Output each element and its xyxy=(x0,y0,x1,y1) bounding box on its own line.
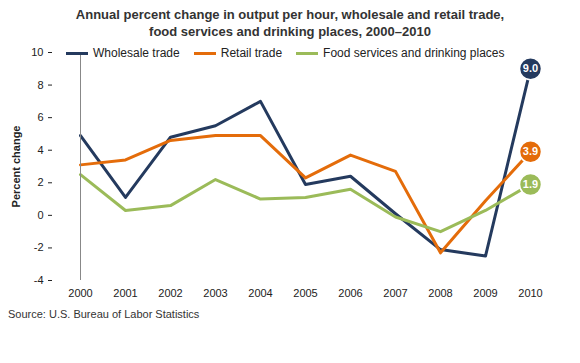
html-text:Source: U.S. Bureau of Labor S: Source: U.S. Bureau of Labor Statistics xyxy=(8,308,200,320)
svg-text:0: 0 xyxy=(37,209,43,221)
html-text:Wholesale trade: Wholesale trade xyxy=(93,46,180,60)
svg-text:2002: 2002 xyxy=(158,287,182,299)
svg-text:3.9: 3.9 xyxy=(523,145,538,157)
html-text:Retail trade: Retail trade xyxy=(220,46,283,60)
svg-text:2005: 2005 xyxy=(293,287,317,299)
svg-text:-4: -4 xyxy=(34,274,44,286)
svg-text:8: 8 xyxy=(37,79,43,91)
html-text:Food services and drinking pla: Food services and drinking places xyxy=(323,46,505,60)
svg-text:2: 2 xyxy=(37,176,43,188)
svg-text:2008: 2008 xyxy=(428,287,452,299)
svg-text:-2: -2 xyxy=(34,241,44,253)
svg-text:Percent change: Percent change xyxy=(10,126,22,208)
svg-text:2010: 2010 xyxy=(518,287,542,299)
svg-text:2009: 2009 xyxy=(473,287,497,299)
svg-text:1.9: 1.9 xyxy=(523,178,538,190)
svg-text:2006: 2006 xyxy=(338,287,362,299)
html-text:Annual percent change in outpu: Annual percent change in output per hour… xyxy=(75,7,505,39)
svg-text:4: 4 xyxy=(37,144,43,156)
svg-text:9.0: 9.0 xyxy=(523,62,538,74)
svg-text:2000: 2000 xyxy=(68,287,92,299)
svg-text:6: 6 xyxy=(37,111,43,123)
svg-text:2004: 2004 xyxy=(248,287,272,299)
svg-text:2007: 2007 xyxy=(383,287,407,299)
svg-text:2001: 2001 xyxy=(113,287,137,299)
svg-text:10: 10 xyxy=(31,46,43,58)
svg-text:2003: 2003 xyxy=(203,287,227,299)
